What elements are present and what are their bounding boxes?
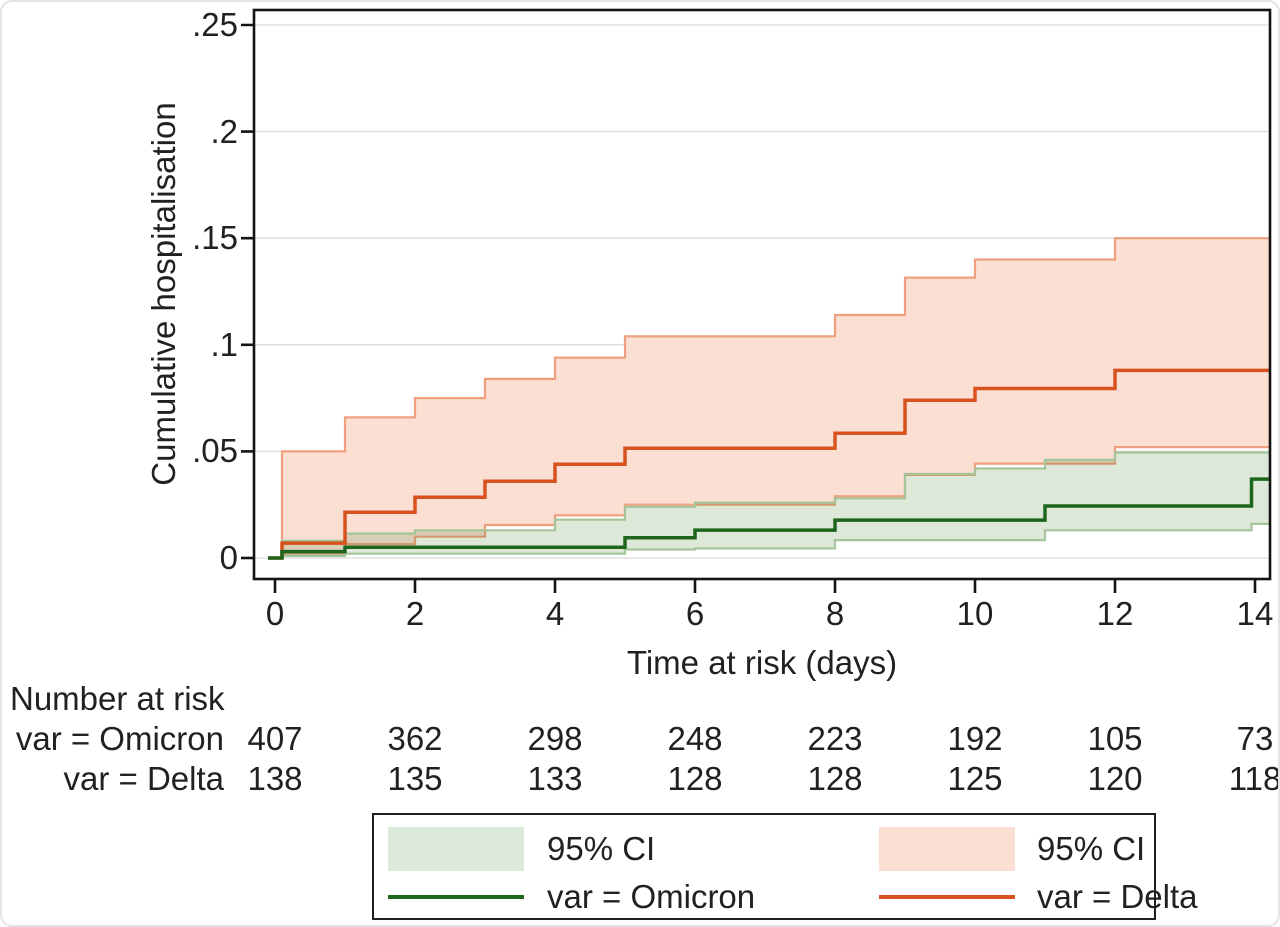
risk-count-delta-day10: 125	[947, 760, 1003, 797]
y-tick-label-.1: .1	[210, 325, 238, 363]
risk-count-delta-day6: 128	[667, 760, 723, 797]
risk-count-delta-day0: 138	[247, 760, 303, 797]
omicron-ci-upper-edge	[280, 451, 1270, 556]
risk-count-omicron-day4: 298	[527, 720, 583, 757]
risk-count-omicron-day8: 223	[807, 720, 863, 757]
risk-row-label-omicron: var = Omicron	[15, 720, 224, 757]
risk-count-omicron-day0: 407	[247, 720, 303, 757]
legend-line-delta	[879, 895, 1015, 899]
legend-swatch-delta-ci	[879, 827, 1015, 871]
risk-count-delta-day12: 120	[1087, 760, 1143, 797]
legend-label-delta-ci: 95% CI	[1037, 830, 1146, 867]
x-tick-label-10: 10	[956, 595, 994, 632]
x-axis-title: Time at risk (days)	[626, 644, 898, 681]
y-tick-label-0: 0	[219, 539, 238, 576]
x-tick-label-6: 6	[685, 595, 705, 632]
y-tick-label-.25: .25	[192, 6, 238, 43]
legend-label-omicron: var = Omicron	[547, 878, 756, 915]
risk-count-delta-day4: 133	[527, 760, 583, 797]
x-tick-label-8: 8	[825, 595, 845, 632]
risk-count-delta-day8: 128	[807, 760, 863, 797]
plot-border	[252, 8, 1272, 581]
legend-line-omicron	[388, 895, 524, 899]
delta-step-line	[268, 368, 1270, 560]
risk-count-delta-day2: 135	[387, 760, 443, 797]
risk-table-title: Number at risk	[10, 680, 225, 717]
legend-swatch-omicron-ci	[388, 827, 524, 871]
risk-count-omicron-day10: 192	[947, 720, 1003, 757]
y-axis-title: Cumulative hospitalisation	[145, 102, 182, 486]
risk-row-label-delta: var = Delta	[63, 760, 225, 797]
x-tick-label-4: 4	[545, 595, 565, 632]
risk-count-omicron-day6: 248	[667, 720, 723, 757]
risk-count-omicron-day14: 73	[1236, 720, 1274, 757]
x-tick-label-14: 14	[1236, 595, 1274, 632]
delta-ci-upper-edge	[280, 237, 1270, 554]
omicron-step-line	[268, 477, 1270, 560]
legend-label-omicron-ci: 95% CI	[547, 830, 656, 867]
omicron-ci-band	[282, 452, 1270, 556]
risk-count-omicron-day12: 105	[1087, 720, 1143, 757]
x-tick-label-12: 12	[1096, 595, 1134, 632]
risk-count-omicron-day2: 362	[387, 720, 443, 757]
y-tick-label-.05: .05	[192, 432, 238, 470]
delta-ci-band	[282, 238, 1270, 554]
plot-area	[241, 8, 1272, 593]
y-tick-label-.15: .15	[192, 219, 238, 257]
y-tick-label-.2: .2	[210, 112, 238, 150]
legend-label-delta: var = Delta	[1037, 878, 1198, 915]
risk-count-delta-day14: 118	[1228, 760, 1280, 797]
omicron-ci-lower-edge	[282, 522, 1270, 557]
x-tick-label-0: 0	[265, 595, 285, 632]
legend: 95% CI 95% CI var = Omicron var = Delta	[372, 813, 1198, 920]
x-tick-label-2: 2	[405, 595, 425, 632]
